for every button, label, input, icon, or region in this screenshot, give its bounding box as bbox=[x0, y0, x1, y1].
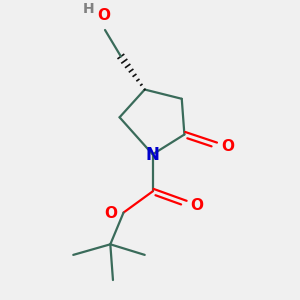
Text: O: O bbox=[105, 206, 118, 221]
Text: O: O bbox=[190, 198, 203, 213]
Text: O: O bbox=[221, 139, 234, 154]
Text: H: H bbox=[83, 2, 94, 16]
Text: O: O bbox=[97, 8, 110, 23]
Text: N: N bbox=[146, 146, 160, 164]
